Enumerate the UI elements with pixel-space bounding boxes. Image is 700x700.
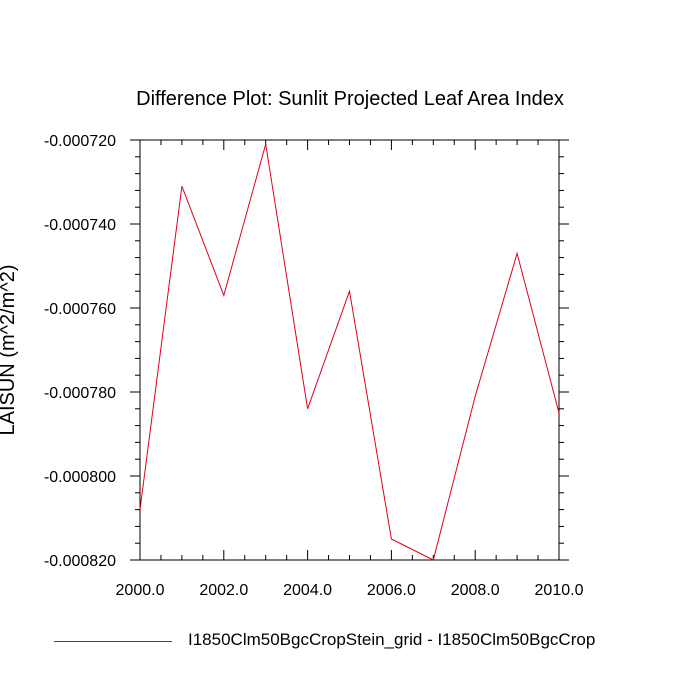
y-tick-label: -0.000780 [44, 385, 116, 402]
plot-frame [139, 139, 560, 561]
x-tick-label: 2006.0 [367, 582, 416, 599]
y-tick-label: -0.000720 [44, 133, 116, 150]
data-series [139, 144, 560, 561]
y-tick-label: -0.000740 [44, 217, 116, 234]
x-tick-label: 2010.0 [535, 582, 584, 599]
legend-line-swatch [54, 641, 172, 642]
series-line [139, 144, 560, 561]
y-axis-label: LAISUN (m^2/m^2) [0, 264, 19, 435]
legend-label: I1850Clm50BgcCropStein_grid - I1850Clm50… [188, 630, 596, 649]
y-tick-label: -0.000800 [44, 469, 116, 486]
x-tick-label: 2004.0 [283, 582, 332, 599]
x-tick-label: 2008.0 [451, 582, 500, 599]
axis-ticks: 2000.0 2002.0 2004.0 2006.0 2008.0 2010.0 -0.0… [44, 133, 584, 599]
x-tick-label: 2002.0 [199, 582, 248, 599]
y-tick-label: -0.000820 [44, 553, 116, 570]
y-tick-label: -0.000760 [44, 301, 116, 318]
x-tick-label: 2000.0 [116, 582, 165, 599]
chart-title: Difference Plot: Sunlit Projected Leaf A… [136, 88, 564, 110]
